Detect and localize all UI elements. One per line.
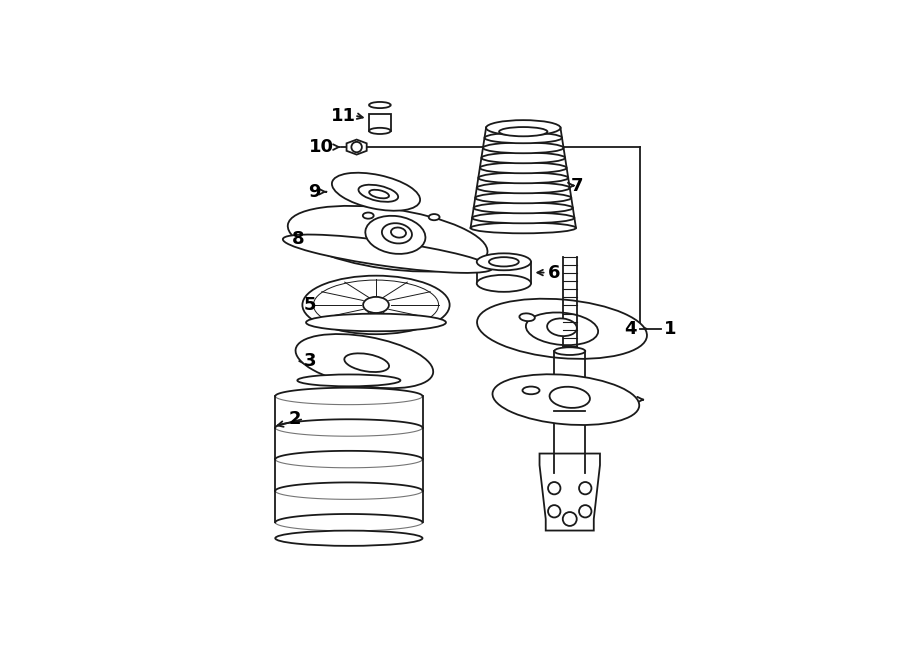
Ellipse shape [484, 132, 562, 143]
Ellipse shape [382, 223, 412, 243]
Text: 10: 10 [310, 138, 334, 156]
Ellipse shape [472, 213, 574, 223]
Ellipse shape [523, 387, 539, 394]
Ellipse shape [526, 313, 599, 345]
Text: 3: 3 [304, 352, 317, 370]
Polygon shape [346, 139, 366, 155]
Ellipse shape [275, 531, 422, 546]
Ellipse shape [500, 127, 547, 136]
Ellipse shape [302, 276, 450, 334]
Text: 6: 6 [548, 264, 561, 282]
Ellipse shape [369, 128, 391, 134]
Text: 7: 7 [572, 176, 584, 194]
Ellipse shape [332, 173, 420, 211]
Ellipse shape [486, 122, 561, 134]
Ellipse shape [477, 253, 531, 270]
Ellipse shape [550, 387, 590, 408]
Bar [369, 114, 391, 131]
Ellipse shape [492, 374, 639, 425]
Circle shape [579, 482, 591, 494]
Ellipse shape [369, 190, 389, 198]
Ellipse shape [482, 153, 565, 163]
Text: 2: 2 [288, 410, 301, 428]
Ellipse shape [288, 206, 488, 272]
Ellipse shape [486, 120, 561, 136]
Circle shape [579, 505, 591, 518]
Ellipse shape [475, 192, 572, 204]
Text: 4: 4 [624, 320, 636, 338]
Ellipse shape [345, 354, 389, 372]
Circle shape [562, 512, 577, 526]
Ellipse shape [473, 202, 573, 214]
Ellipse shape [391, 227, 406, 237]
Circle shape [548, 482, 561, 494]
Ellipse shape [428, 214, 439, 220]
Ellipse shape [489, 257, 518, 266]
Ellipse shape [297, 375, 400, 386]
Circle shape [351, 142, 362, 152]
Ellipse shape [365, 215, 426, 254]
Ellipse shape [483, 143, 563, 153]
Ellipse shape [478, 173, 568, 183]
Ellipse shape [480, 163, 567, 173]
Text: 11: 11 [331, 106, 356, 124]
Ellipse shape [477, 299, 647, 359]
Text: 8: 8 [292, 230, 305, 248]
Ellipse shape [477, 275, 531, 292]
Ellipse shape [363, 213, 374, 219]
Ellipse shape [306, 314, 446, 331]
Text: 1: 1 [664, 320, 677, 338]
Text: 9: 9 [308, 182, 320, 201]
Ellipse shape [519, 313, 535, 321]
Ellipse shape [477, 182, 570, 193]
Ellipse shape [363, 297, 389, 313]
Ellipse shape [358, 184, 398, 202]
Ellipse shape [369, 102, 391, 108]
Circle shape [548, 505, 561, 518]
Ellipse shape [554, 347, 585, 355]
Ellipse shape [283, 235, 492, 273]
Ellipse shape [547, 319, 577, 336]
Text: 5: 5 [304, 296, 317, 314]
Ellipse shape [295, 334, 433, 388]
Ellipse shape [471, 223, 576, 233]
Polygon shape [539, 453, 600, 531]
